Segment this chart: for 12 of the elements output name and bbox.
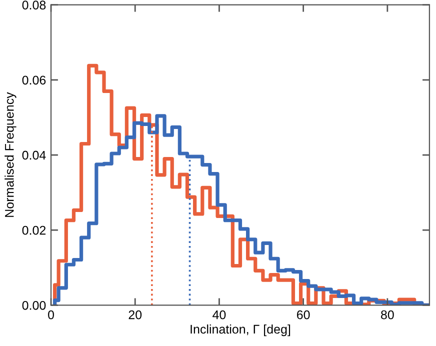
x-tick-label: 40 [212,310,226,320]
y-tick-label: 0.02 [22,226,46,235]
x-tick-label: 60 [296,310,310,320]
x-axis-title: Inclination, Γ [deg] [190,324,290,336]
y-tick-label: 0.00 [22,300,46,310]
y-tick-label: 0.06 [22,76,46,85]
x-tick-label: 20 [128,310,142,320]
y-axis-title: Normalised Frequency [4,92,16,217]
x-tick-label: 80 [381,310,394,320]
y-tick-label: 0.04 [22,150,46,160]
x-tick-label: 0 [48,310,54,320]
y-tick-label: 0.08 [22,0,46,10]
